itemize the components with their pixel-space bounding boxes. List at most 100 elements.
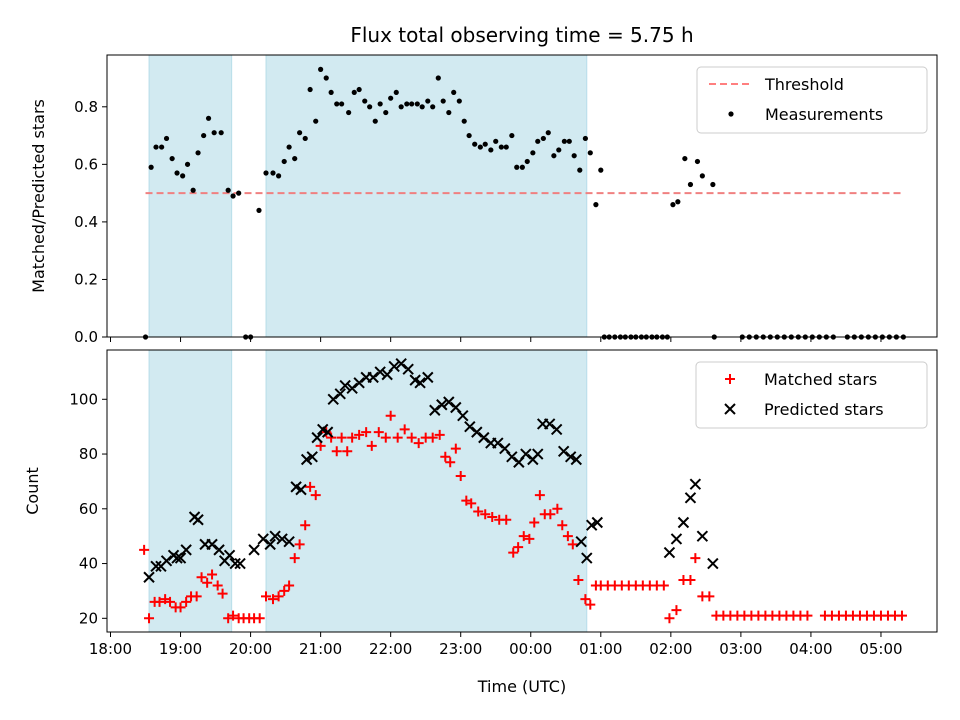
data-point <box>180 173 186 179</box>
data-point <box>696 530 709 542</box>
data-point <box>307 86 313 93</box>
data-point <box>392 432 403 443</box>
data-point <box>393 89 399 96</box>
data-point <box>153 144 159 150</box>
data-point <box>163 135 170 142</box>
data-point <box>671 605 682 616</box>
data-point <box>279 585 290 596</box>
data-point <box>406 432 417 443</box>
data-point <box>270 170 276 176</box>
data-point <box>150 560 162 572</box>
y-tick-label: 0.0 <box>74 328 98 346</box>
data-point <box>694 158 701 165</box>
data-point <box>580 594 591 605</box>
data-point <box>534 490 545 501</box>
data-point <box>273 591 284 602</box>
data-point <box>180 544 192 556</box>
data-point <box>354 429 365 440</box>
data-point <box>451 89 457 96</box>
data-point <box>472 141 478 147</box>
data-point <box>684 492 697 504</box>
y-tick-label: 80 <box>79 445 98 463</box>
data-point <box>289 553 300 564</box>
legend-swatch <box>724 403 736 415</box>
legend: Matched stars Predicted stars <box>695 361 928 429</box>
data-point <box>561 138 567 144</box>
data-point <box>514 164 520 170</box>
data-point <box>689 478 702 490</box>
data-point <box>543 418 556 430</box>
data-point <box>443 396 455 408</box>
data-point <box>339 379 351 392</box>
data-point <box>211 130 217 136</box>
data-point <box>276 173 282 179</box>
data-point <box>435 75 441 81</box>
y-tick-label: 60 <box>79 500 98 518</box>
data-point <box>269 530 281 542</box>
data-point <box>201 132 207 139</box>
data-point <box>160 555 173 567</box>
data-point <box>461 118 467 124</box>
data-point <box>372 118 378 124</box>
data-point <box>429 404 441 416</box>
data-point <box>395 357 407 370</box>
data-point <box>398 104 404 110</box>
data-point <box>430 104 436 110</box>
data-point <box>306 451 318 463</box>
data-point <box>675 199 681 205</box>
data-point <box>557 445 570 458</box>
data-point <box>524 158 530 165</box>
data-point <box>334 101 340 107</box>
data-point <box>685 574 696 585</box>
data-point <box>295 483 307 496</box>
y-tick-label: 0.4 <box>74 213 98 231</box>
data-point <box>566 138 572 144</box>
panel-ratio: 0.0 0.2 0.4 0.6 0.8 Matched/Predicted stars Th… <box>29 54 938 346</box>
data-point <box>254 613 265 624</box>
data-point <box>529 517 540 528</box>
x-tick-label: 02:00 <box>649 640 692 658</box>
data-point <box>530 150 536 156</box>
data-point <box>181 596 192 607</box>
data-point <box>508 547 519 558</box>
data-point <box>366 440 377 451</box>
data-point <box>165 596 176 607</box>
data-point <box>593 202 599 208</box>
data-point <box>414 101 420 107</box>
shaded-interval-1 <box>148 54 233 338</box>
x-tick-label: 05:00 <box>859 640 902 658</box>
data-point <box>524 533 535 544</box>
data-point <box>313 118 319 124</box>
data-point <box>367 371 379 384</box>
data-point <box>478 431 490 444</box>
data-point <box>292 155 298 162</box>
legend-label: Predicted stars <box>764 400 884 419</box>
data-point <box>598 167 604 173</box>
data-point <box>455 470 466 481</box>
data-point <box>191 591 202 602</box>
data-point <box>248 544 260 556</box>
data-point <box>331 446 342 457</box>
data-point <box>385 410 396 421</box>
data-point <box>513 542 524 553</box>
data-point <box>520 448 532 460</box>
data-point <box>230 193 236 199</box>
data-point <box>503 144 509 150</box>
data-point <box>228 610 239 621</box>
data-point <box>519 164 525 170</box>
data-point <box>361 427 372 438</box>
data-point <box>551 153 557 159</box>
data-point <box>577 167 583 173</box>
data-point <box>373 427 384 438</box>
data-point <box>562 531 573 542</box>
y-tick-label: 0.8 <box>74 98 98 116</box>
data-point <box>143 571 155 583</box>
data-point <box>493 138 499 144</box>
axes-frame <box>106 349 938 633</box>
data-point <box>207 569 218 580</box>
data-point <box>328 89 334 96</box>
y-tick-label: 100 <box>69 390 98 408</box>
data-point <box>477 144 483 150</box>
data-point <box>268 594 278 605</box>
